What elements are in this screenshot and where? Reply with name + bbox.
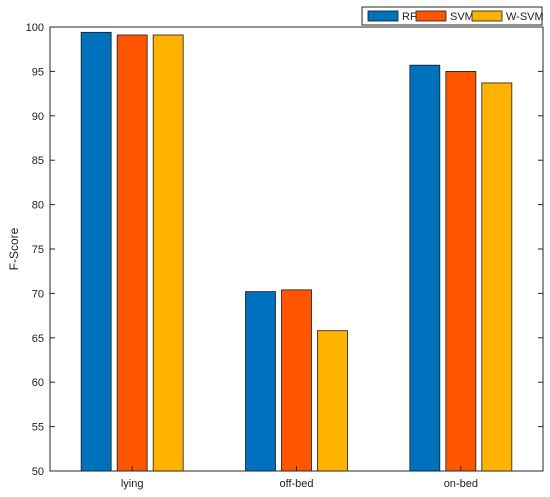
- legend-label-RF: RF: [402, 11, 417, 23]
- x-tick-label-lying: lying: [121, 478, 144, 490]
- x-axis: lying off-bed on-bed: [121, 466, 478, 490]
- bar-W-SVM-off-bed: [317, 330, 348, 472]
- bar-W-SVM-lying: [152, 34, 184, 472]
- legend-swatch-RF: [367, 10, 399, 22]
- bars-group: [80, 31, 513, 472]
- bar-SVM-on-bed: [445, 71, 477, 472]
- y-tick-label: 55: [32, 422, 44, 434]
- legend: RF SVM W-SVM: [361, 6, 544, 26]
- y-tick-label: 80: [32, 200, 44, 212]
- bar-SVM-off-bed: [281, 289, 312, 472]
- legend-swatch-SVM: [415, 10, 447, 22]
- x-tick-label-on-bed: on-bed: [444, 478, 478, 490]
- bar-RF-lying: [80, 31, 112, 472]
- y-tick-label: 60: [32, 377, 44, 389]
- bar-SVM-lying: [116, 34, 148, 472]
- bar-RF-on-bed: [409, 64, 441, 472]
- x-tick-label-off-bed: off-bed: [279, 478, 313, 490]
- y-tick-label: 70: [32, 288, 44, 300]
- bar-W-SVM-on-bed: [481, 82, 513, 472]
- y-tick-label: 95: [32, 66, 44, 78]
- legend-label-W-SVM: W-SVM: [506, 11, 544, 23]
- y-axis: 50 55 60 65 70 75 80 85 90 95 100: [26, 22, 543, 478]
- y-axis-label: F-Score: [7, 227, 21, 270]
- y-tick-label: 50: [32, 466, 44, 478]
- y-tick-label: 90: [32, 111, 44, 123]
- y-tick-label: 85: [32, 155, 44, 167]
- y-tick-label: 100: [26, 22, 44, 34]
- y-tick-label: 65: [32, 333, 44, 345]
- bar-RF-off-bed: [245, 291, 276, 472]
- legend-label-SVM: SVM: [450, 11, 474, 23]
- legend-swatch-W-SVM: [471, 10, 503, 22]
- y-tick-label: 75: [32, 244, 44, 256]
